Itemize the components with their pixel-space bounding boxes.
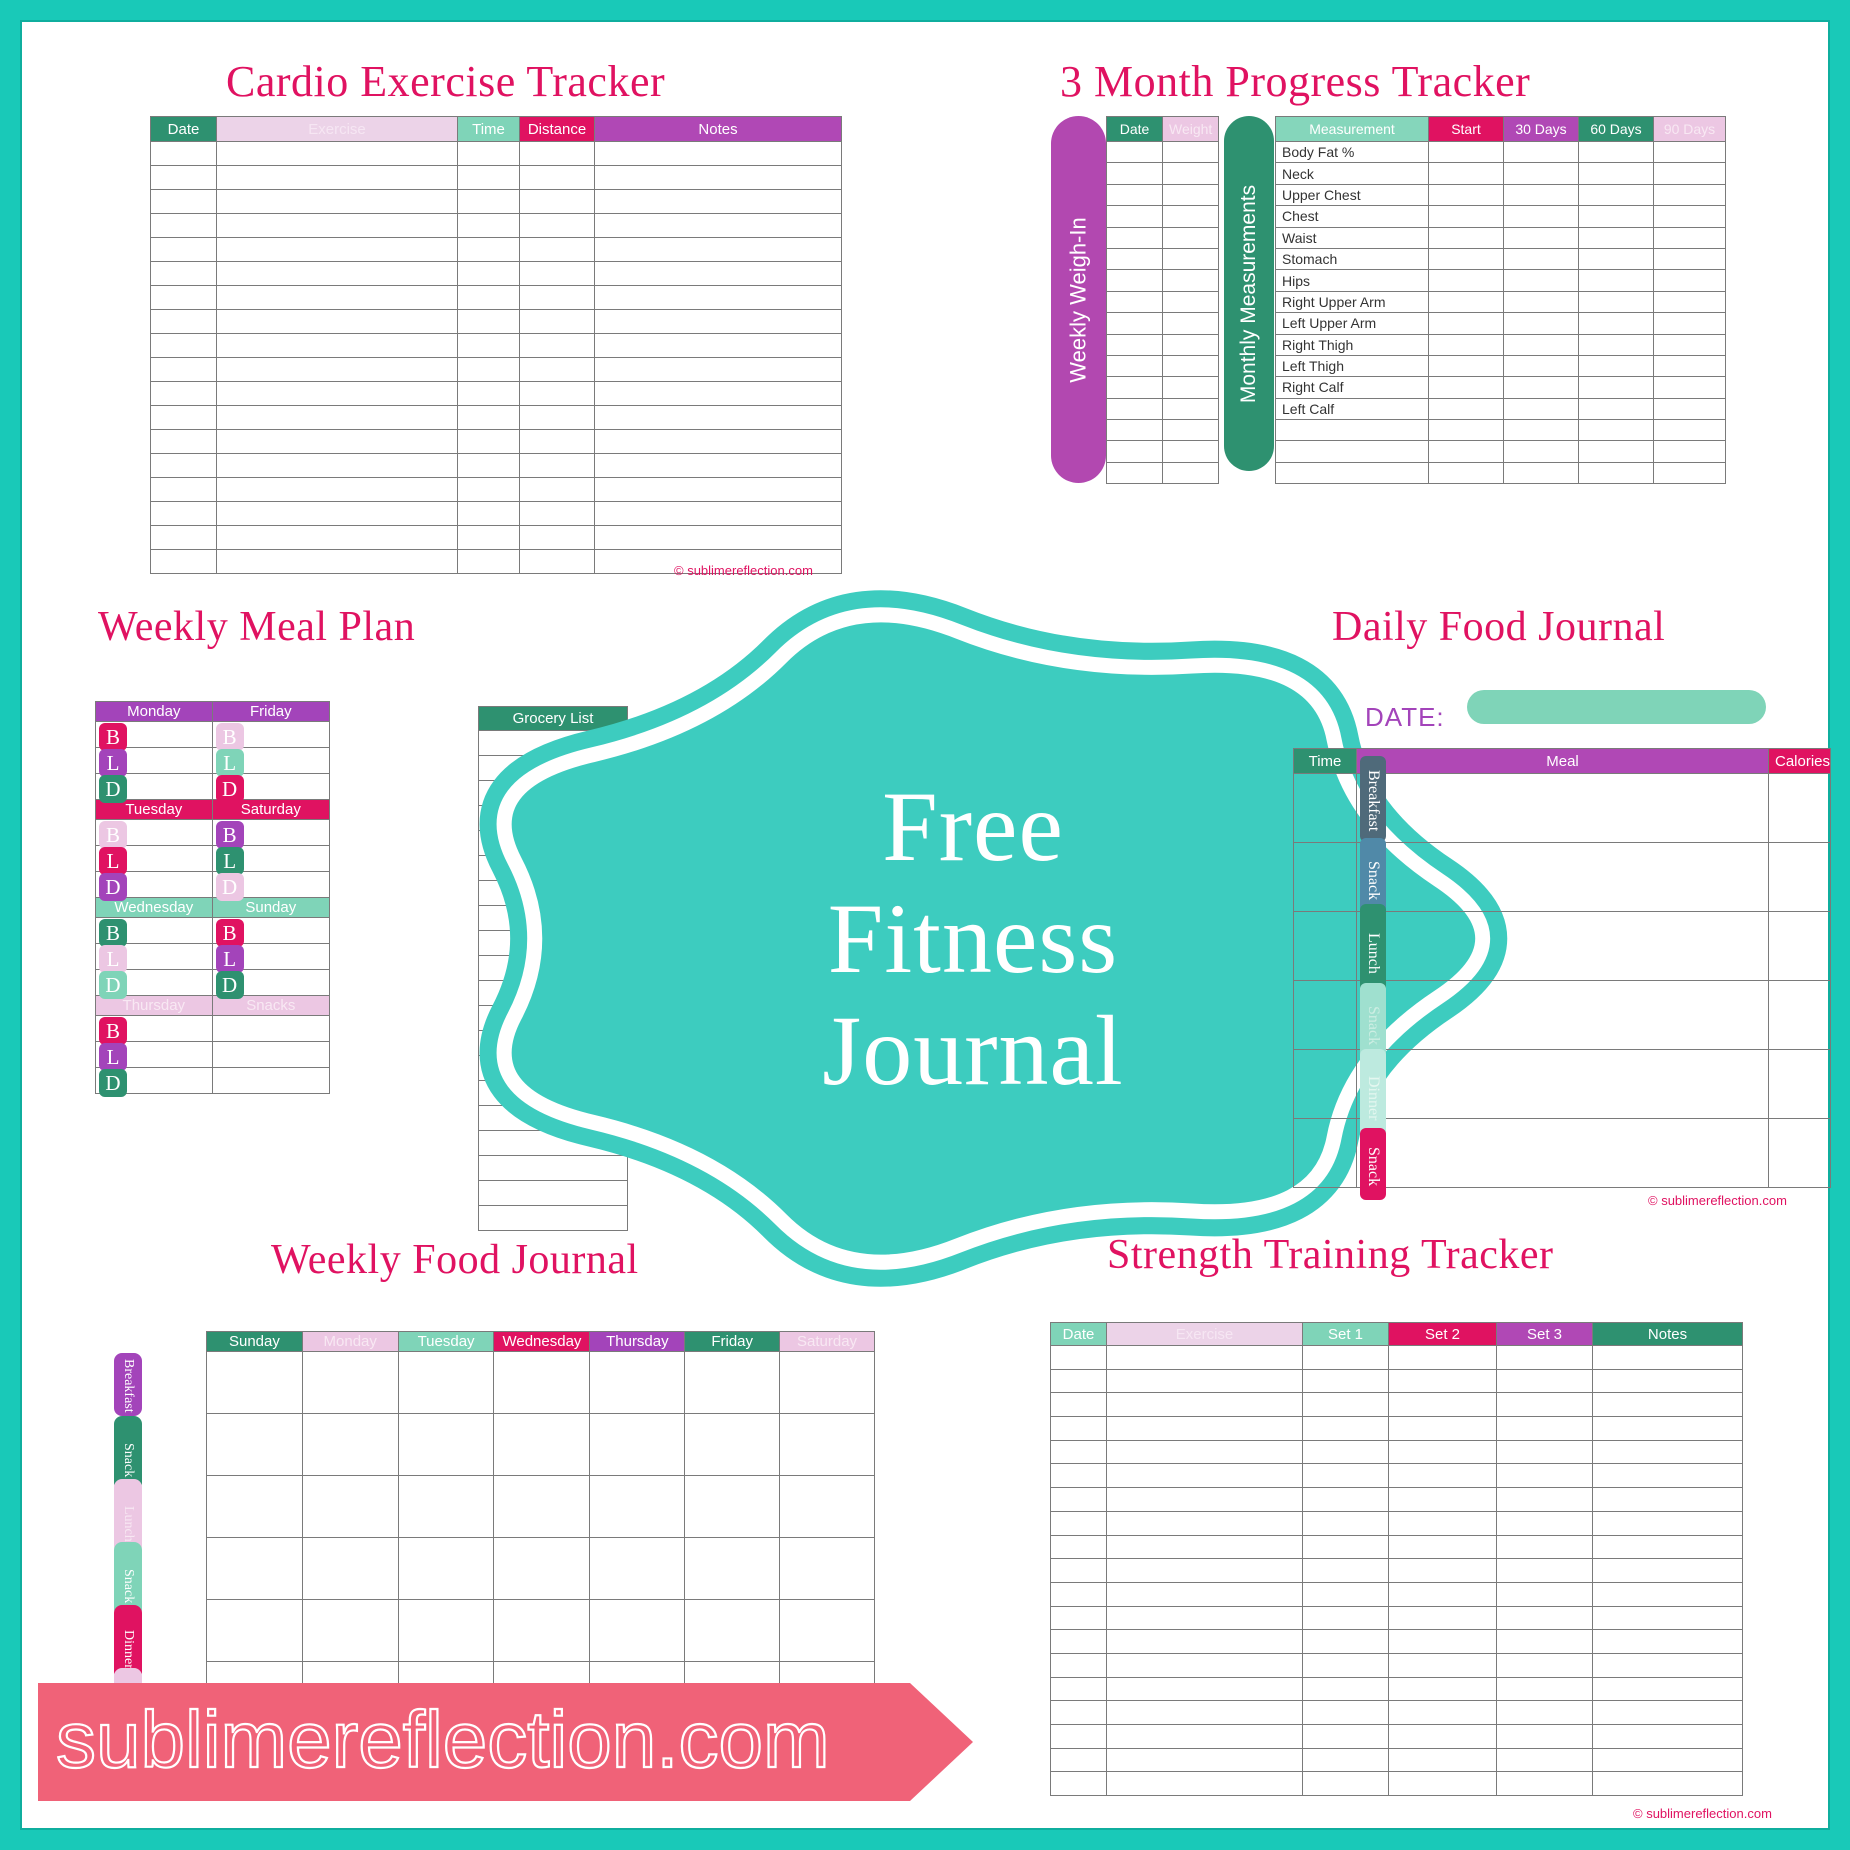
svg-text:sublimereflection.com: sublimereflection.com [56,1695,830,1784]
